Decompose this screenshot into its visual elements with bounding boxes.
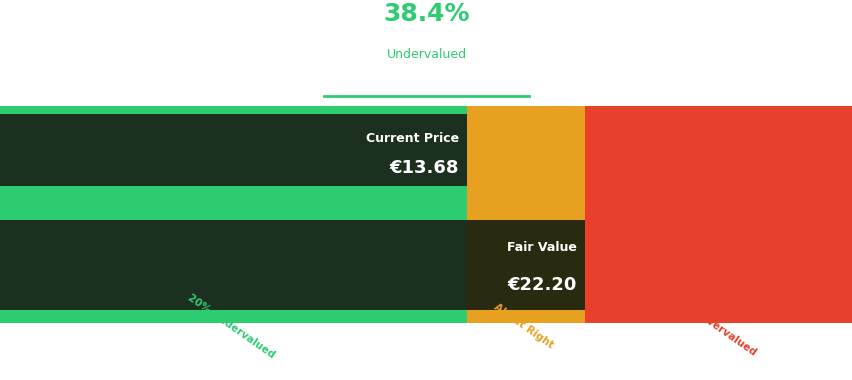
Text: Undervalued: Undervalued <box>386 48 466 61</box>
FancyBboxPatch shape <box>584 197 852 323</box>
Text: 20% Undervalued: 20% Undervalued <box>185 293 276 360</box>
Text: Current Price: Current Price <box>366 132 458 145</box>
FancyBboxPatch shape <box>467 220 584 310</box>
FancyBboxPatch shape <box>467 106 584 197</box>
Text: €22.20: €22.20 <box>507 276 576 294</box>
FancyBboxPatch shape <box>584 106 852 197</box>
FancyBboxPatch shape <box>467 197 584 323</box>
FancyBboxPatch shape <box>0 106 467 197</box>
FancyBboxPatch shape <box>0 220 467 310</box>
Text: €13.68: €13.68 <box>389 159 458 177</box>
Text: About Right: About Right <box>492 302 555 351</box>
FancyBboxPatch shape <box>0 197 467 323</box>
Text: Fair Value: Fair Value <box>506 241 576 254</box>
FancyBboxPatch shape <box>0 114 467 187</box>
Text: 20% Overvalued: 20% Overvalued <box>673 295 757 358</box>
Text: 38.4%: 38.4% <box>383 2 469 26</box>
